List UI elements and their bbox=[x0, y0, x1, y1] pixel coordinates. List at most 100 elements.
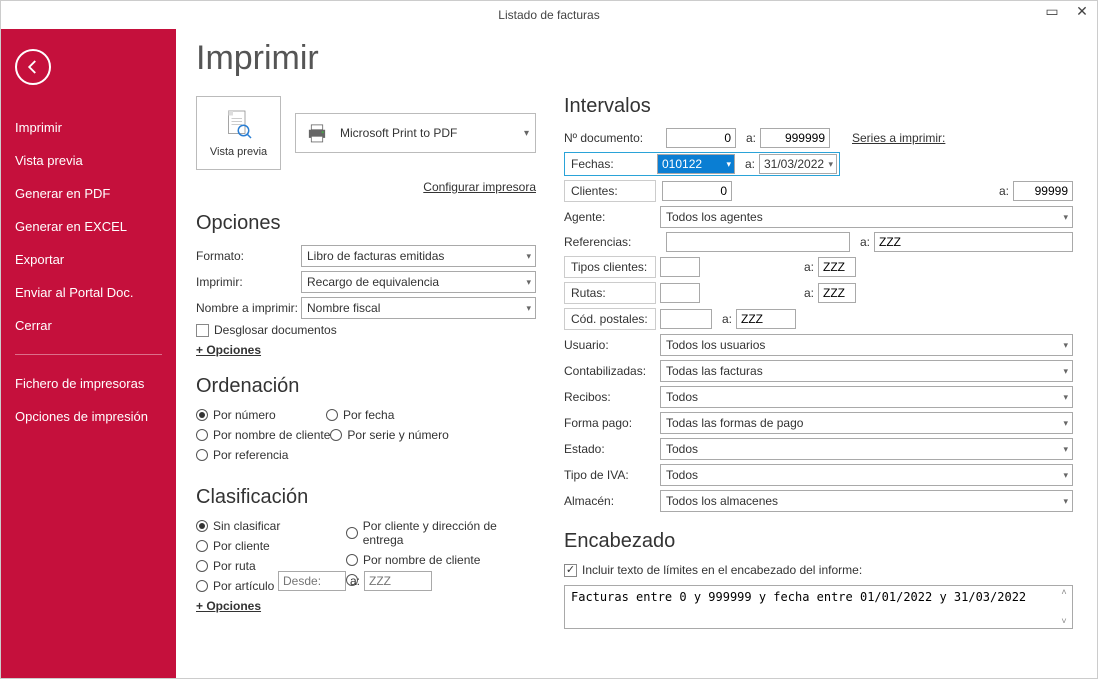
desglosar-checkbox[interactable] bbox=[196, 324, 209, 337]
fechas-from-input[interactable]: 010122▾ bbox=[657, 154, 735, 174]
radio-nombre-cliente[interactable]: Por nombre de cliente bbox=[346, 553, 536, 567]
almacen-select[interactable]: Todos los almacenes▾ bbox=[660, 490, 1073, 512]
preview-button[interactable]: Vista previa bbox=[196, 96, 281, 170]
chevron-down-icon: ▾ bbox=[1063, 340, 1068, 351]
page-title: Imprimir bbox=[196, 39, 536, 78]
ndoc-to-input[interactable] bbox=[760, 128, 830, 148]
estado-select[interactable]: Todos▾ bbox=[660, 438, 1073, 460]
encabezado-checkbox[interactable] bbox=[564, 564, 577, 577]
chevron-down-icon: ▾ bbox=[1063, 444, 1068, 455]
sidebar-item-vista-previa[interactable]: Vista previa bbox=[1, 144, 176, 177]
sidebar-item-enviar-portal[interactable]: Enviar al Portal Doc. bbox=[1, 276, 176, 309]
contab-label: Contabilizadas: bbox=[564, 364, 656, 378]
nombre-label: Nombre a imprimir: bbox=[196, 301, 301, 315]
series-link[interactable]: Series a imprimir: bbox=[852, 131, 945, 145]
nombre-select[interactable]: Nombre fiscal▾ bbox=[301, 297, 536, 319]
mas-opciones-clasif-link[interactable]: + Opciones bbox=[196, 599, 261, 613]
arrow-left-icon bbox=[24, 58, 42, 76]
chevron-down-icon: ▾ bbox=[1063, 392, 1068, 403]
ref-label: Referencias: bbox=[564, 235, 656, 249]
printer-select[interactable]: Microsoft Print to PDF ▾ bbox=[295, 113, 536, 153]
clasificacion-heading: Clasificación bbox=[196, 486, 536, 509]
articulo-hasta-input[interactable] bbox=[364, 571, 432, 591]
recibos-select[interactable]: Todos▾ bbox=[660, 386, 1073, 408]
rutas-from-input[interactable] bbox=[660, 283, 700, 303]
radio-por-articulo[interactable]: Por artículo bbox=[196, 579, 274, 593]
config-printer-link[interactable]: Configurar impresora bbox=[196, 180, 536, 194]
imprimir-select[interactable]: Recargo de equivalencia▾ bbox=[301, 271, 536, 293]
radio-por-nombre-cliente[interactable]: Por nombre de cliente bbox=[196, 428, 330, 442]
sidebar-item-generar-excel[interactable]: Generar en EXCEL bbox=[1, 210, 176, 243]
estado-label: Estado: bbox=[564, 442, 656, 456]
close-icon[interactable]: ✕ bbox=[1071, 3, 1093, 20]
ref-to-input[interactable] bbox=[874, 232, 1073, 252]
fechas-label: Fechas: bbox=[567, 155, 653, 173]
clientes-from-input[interactable] bbox=[662, 181, 732, 201]
formato-select[interactable]: Libro de facturas emitidas▾ bbox=[301, 245, 536, 267]
cp-label: Cód. postales: bbox=[564, 308, 656, 330]
encabezado-heading: Encabezado bbox=[564, 530, 1073, 553]
a-label: a: bbox=[798, 260, 814, 274]
tipos-from-input[interactable] bbox=[660, 257, 700, 277]
cp-from-input[interactable] bbox=[660, 309, 712, 329]
cp-to-input[interactable] bbox=[736, 309, 796, 329]
chevron-down-icon: ▾ bbox=[1063, 496, 1068, 507]
clientes-to-input[interactable] bbox=[1013, 181, 1073, 201]
contab-select[interactable]: Todas las facturas▾ bbox=[660, 360, 1073, 382]
radio-sin-clasificar[interactable]: Sin clasificar bbox=[196, 519, 346, 533]
scroll-down-icon[interactable]: ˅ bbox=[1057, 616, 1071, 630]
clientes-label: Clientes: bbox=[564, 180, 656, 202]
articulo-desde-input[interactable] bbox=[278, 571, 346, 591]
forma-select[interactable]: Todas las formas de pago▾ bbox=[660, 412, 1073, 434]
radio-por-fecha[interactable]: Por fecha bbox=[326, 408, 436, 422]
chevron-down-icon: ▾ bbox=[726, 159, 731, 170]
ndoc-label: Nº documento: bbox=[564, 131, 656, 145]
sidebar-item-imprimir[interactable]: Imprimir bbox=[1, 111, 176, 144]
printer-icon bbox=[304, 120, 330, 146]
agente-label: Agente: bbox=[564, 210, 656, 224]
chevron-down-icon: ▾ bbox=[1063, 470, 1068, 481]
ordenacion-heading: Ordenación bbox=[196, 375, 536, 398]
back-button[interactable] bbox=[15, 49, 51, 85]
chevron-down-icon: ▾ bbox=[526, 277, 531, 288]
agente-select[interactable]: Todos los agentes▾ bbox=[660, 206, 1073, 228]
desglosar-label: Desglosar documentos bbox=[214, 323, 337, 337]
radio-cliente-direccion[interactable]: Por cliente y dirección de entrega bbox=[346, 519, 536, 547]
fechas-to-input[interactable]: 31/03/2022▾ bbox=[759, 154, 837, 174]
chevron-down-icon: ▾ bbox=[1063, 366, 1068, 377]
sidebar: Imprimir Vista previa Generar en PDF Gen… bbox=[1, 29, 176, 678]
sidebar-item-cerrar[interactable]: Cerrar bbox=[1, 309, 176, 342]
rutas-to-input[interactable] bbox=[818, 283, 856, 303]
sidebar-item-generar-pdf[interactable]: Generar en PDF bbox=[1, 177, 176, 210]
sidebar-item-opciones-impresion[interactable]: Opciones de impresión bbox=[1, 400, 176, 433]
encabezado-chk-label: Incluir texto de límites en el encabezad… bbox=[582, 563, 862, 577]
scroll-up-icon[interactable]: ˄ bbox=[1057, 587, 1071, 601]
a-label: a: bbox=[854, 235, 870, 249]
radio-por-serie-numero[interactable]: Por serie y número bbox=[330, 428, 460, 442]
a-label: a: bbox=[740, 131, 756, 145]
radio-por-referencia[interactable]: Por referencia bbox=[196, 448, 288, 462]
radio-por-numero[interactable]: Por número bbox=[196, 408, 326, 422]
tipos-to-input[interactable] bbox=[818, 257, 856, 277]
mas-opciones-link[interactable]: + Opciones bbox=[196, 343, 261, 357]
a-label: a: bbox=[716, 312, 732, 326]
opciones-heading: Opciones bbox=[196, 212, 536, 235]
ndoc-from-input[interactable] bbox=[666, 128, 736, 148]
imprimir-label: Imprimir: bbox=[196, 275, 301, 289]
encabezado-textarea[interactable] bbox=[564, 585, 1073, 629]
chevron-down-icon: ▾ bbox=[1063, 418, 1068, 429]
titlebar: Listado de facturas ▭ ✕ bbox=[1, 1, 1097, 29]
print-dialog-window: Listado de facturas ▭ ✕ Imprimir Vista p… bbox=[0, 0, 1098, 679]
ref-from-input[interactable] bbox=[666, 232, 850, 252]
preview-button-label: Vista previa bbox=[210, 146, 267, 158]
document-preview-icon bbox=[221, 108, 257, 144]
sidebar-item-fichero-impresoras[interactable]: Fichero de impresoras bbox=[1, 367, 176, 400]
printer-name: Microsoft Print to PDF bbox=[340, 126, 457, 140]
chevron-down-icon: ▾ bbox=[526, 251, 531, 262]
usuario-select[interactable]: Todos los usuarios▾ bbox=[660, 334, 1073, 356]
iva-select[interactable]: Todos▾ bbox=[660, 464, 1073, 486]
intervalos-heading: Intervalos bbox=[564, 95, 1073, 118]
radio-por-cliente[interactable]: Por cliente bbox=[196, 539, 346, 553]
maximize-icon[interactable]: ▭ bbox=[1041, 3, 1063, 20]
sidebar-item-exportar[interactable]: Exportar bbox=[1, 243, 176, 276]
